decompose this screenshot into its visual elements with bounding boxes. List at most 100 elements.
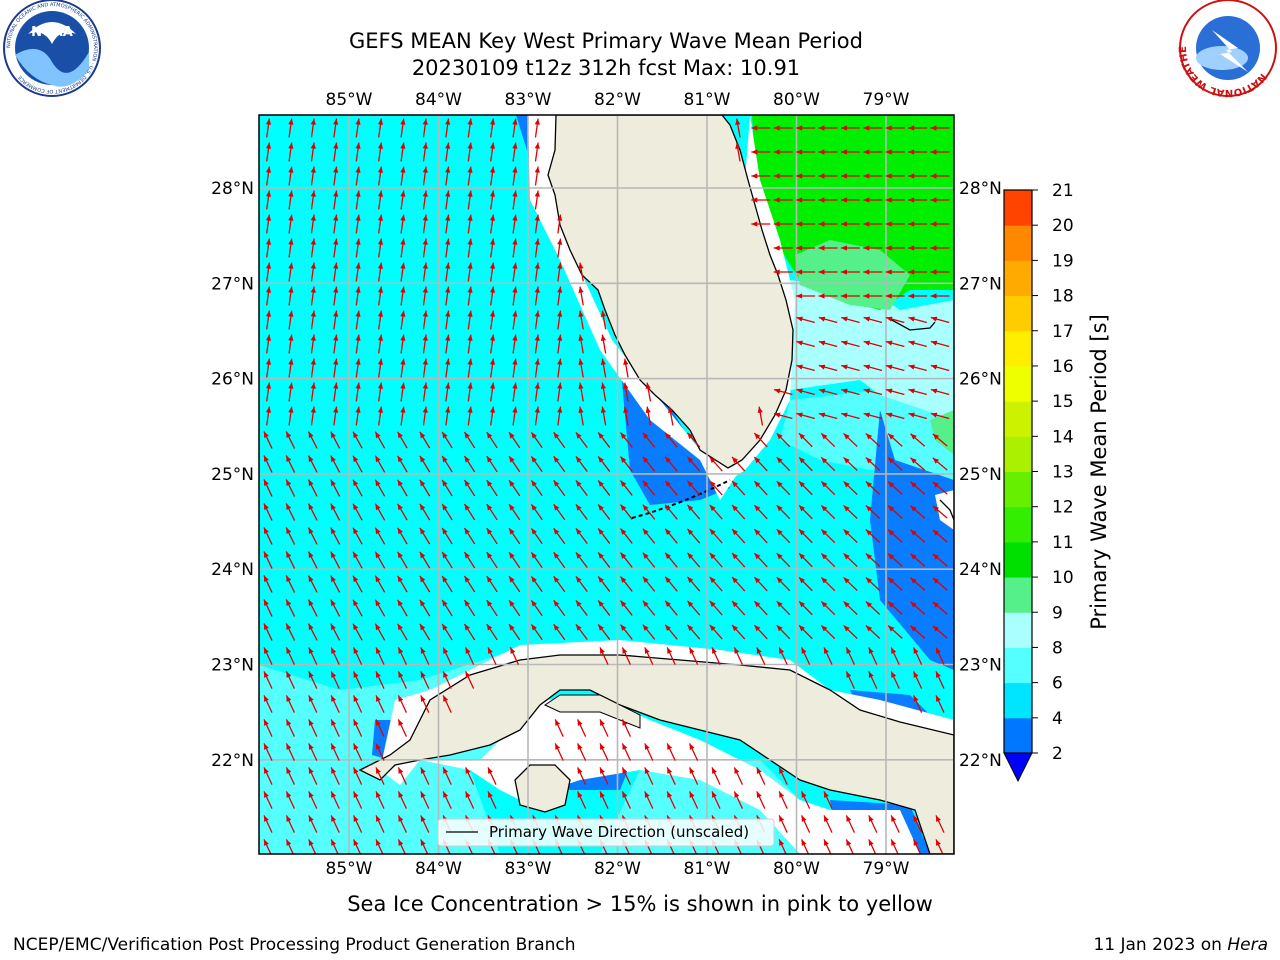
wave-arrow [642,528,656,544]
wave-arrow [932,529,948,543]
wave-arrow [868,671,878,689]
wave-arrow [600,334,607,354]
wave-arrow [330,599,341,617]
wave-arrow [422,238,428,258]
wave-arrow [534,382,540,402]
wave-arrow [508,623,521,641]
map-frame [258,114,955,855]
wave-arrow [578,358,584,378]
wave-arrow [355,358,361,378]
wave-arrow [330,455,341,473]
wave-arrow [930,221,950,227]
wave-arrow [467,310,473,330]
wave-arrow [575,431,588,449]
bottom-lon-label: 83°W [505,859,552,879]
land-isla-de-la-juventud [514,764,571,813]
wave-arrow [910,601,926,615]
wave-arrow [642,552,656,568]
wave-arrow [798,624,813,640]
wave-arrow [823,815,833,833]
wave-arrow [442,767,452,785]
wave-arrow [508,575,521,593]
wave-arrow [597,456,611,472]
wave-arrow [285,479,296,497]
wave-arrow [733,647,744,665]
wave-arrow [796,364,815,372]
wave-arrow [753,552,768,568]
wave-arrow [534,166,540,186]
wave-arrow [308,695,318,713]
wave-arrow [445,190,451,210]
wave-arrow [307,575,318,593]
wave-arrow [265,190,272,210]
wave-arrow [397,671,408,689]
wave-arrow [818,125,838,131]
wave-arrow [486,575,498,593]
colorbar-label: Primary Wave Mean Period [s] [1087,314,1111,630]
colorbar-tick-label: 19 [1052,251,1074,271]
legend-box: Primary Wave Direction (unscaled) [437,818,775,847]
wave-arrow [597,528,611,544]
wave-arrow [932,433,948,447]
wave-arrow [773,149,793,155]
wave-arrow [644,647,654,665]
wave-arrow [776,480,791,496]
wave-arrow [599,767,609,785]
wave-arrow [932,457,948,471]
wave-arrow [664,456,678,472]
wave-arrow [753,600,768,616]
wave-arrow [709,552,723,568]
wave-arrow [400,238,406,258]
wave-arrow [664,432,678,448]
wave-arrow [575,503,588,521]
wave-arrow [285,743,296,761]
wave-arrow [575,455,588,473]
wave-arrow [420,647,430,665]
wave-arrow [776,432,791,448]
bottom-lon-label: 79°W [863,859,910,879]
wave-arrow [288,190,294,210]
wave-arrow [530,431,543,449]
wave-arrow [263,791,273,809]
wave-arrow [597,480,611,496]
wave-arrow [400,286,406,306]
wave-arrow [642,576,656,592]
wave-arrow [263,575,273,593]
wave-arrow [330,719,340,737]
wave-arrow [778,815,788,833]
wave-arrow [352,791,363,809]
wave-arrow [512,166,518,186]
wave-arrow [355,214,361,234]
wave-arrow [686,552,701,568]
wave-arrow [355,406,361,426]
wave-arrow [912,671,923,689]
wave-arrow [422,382,428,402]
wave-arrow [800,791,811,809]
wave-arrow [352,599,363,617]
left-lat-label: 25°N [211,465,254,485]
right-latitude-labels: 28°N 27°N 26°N 25°N 24°N 23°N 22°N [959,179,1002,771]
colorbar-tick-label: 6 [1052,674,1063,694]
colorbar-tick-label: 17 [1052,322,1074,342]
wave-arrow [310,310,316,330]
wave-arrow [512,334,518,354]
wave-arrow [463,599,476,617]
wave-arrow [908,197,928,203]
wave-arrow [621,767,632,785]
colorbar-tick-label: 16 [1052,357,1074,377]
wave-arrow [265,286,272,306]
wave-arrow [445,382,451,402]
wave-arrow [534,286,540,306]
wave-arrow [908,412,927,420]
wave-arrow [823,647,833,665]
wave-arrow [374,479,386,497]
wave-arrow [776,576,791,592]
wave-arrow [508,551,521,569]
wave-arrow [512,358,518,378]
wave-arrow [890,671,900,689]
wave-arrow [534,358,540,378]
wave-arrow [796,316,815,324]
footer-right: 11 Jan 2023 on Hera [1093,935,1268,955]
wave-arrow [865,601,881,615]
wave-arrow [397,719,408,737]
